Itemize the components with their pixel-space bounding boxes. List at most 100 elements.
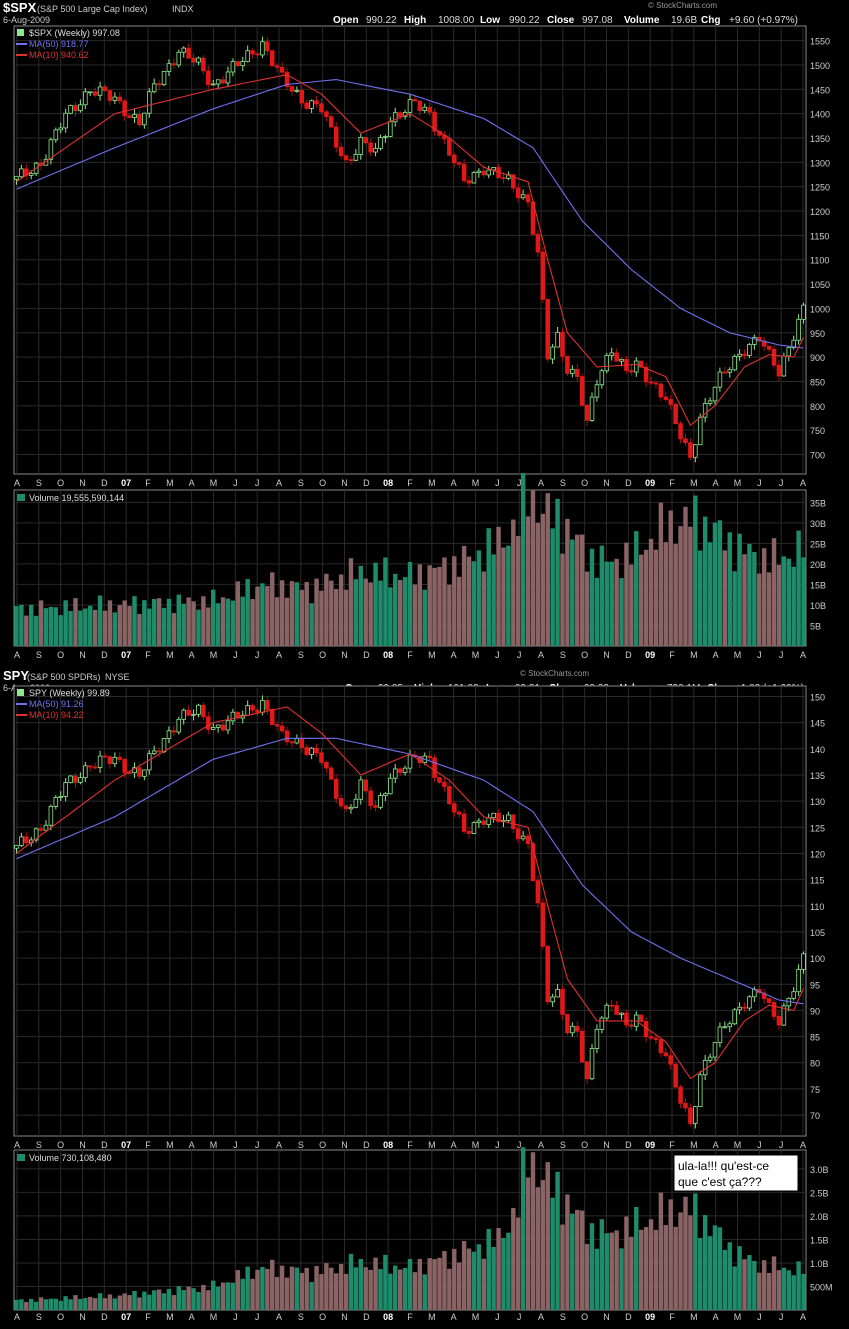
volume-bar: [343, 589, 349, 646]
month-label: O: [319, 650, 326, 660]
price-tick-label: 1500: [810, 61, 830, 71]
legend-entry: MA(50) 91.26: [29, 699, 84, 709]
price-tick-label: 120: [810, 849, 825, 859]
volume-bar: [594, 577, 600, 646]
candle-body: [791, 991, 796, 999]
volume-bar: [712, 522, 718, 646]
candle-body: [427, 755, 432, 759]
volume-bar: [486, 528, 491, 646]
candle-body: [309, 100, 314, 109]
candle-body: [147, 753, 152, 771]
volume-bar: [368, 582, 373, 646]
month-label: 07: [121, 1140, 131, 1150]
volume-bar: [240, 1278, 245, 1310]
candle-body: [461, 163, 467, 182]
volume-bar: [766, 1272, 772, 1310]
volume-bar: [14, 1299, 19, 1310]
symbol-label: $SPX: [3, 0, 37, 15]
volume-bar: [570, 1213, 575, 1310]
volume-bar: [270, 572, 275, 646]
month-label: M: [166, 1312, 174, 1322]
candle-body: [643, 366, 649, 383]
volume-bar: [452, 556, 457, 646]
volume-bar: [496, 1228, 501, 1310]
month-label: S: [560, 1312, 566, 1322]
month-label: F: [145, 650, 151, 660]
month-label: N: [341, 478, 348, 488]
candle-body: [87, 91, 93, 94]
candle-body: [668, 1055, 673, 1065]
month-label: J: [517, 650, 522, 660]
volume-bar: [191, 1288, 196, 1310]
candle-body: [68, 775, 73, 783]
volume-bar: [24, 1301, 29, 1310]
volume-bar: [761, 1260, 767, 1310]
candle-body: [333, 126, 339, 148]
volume-bar: [97, 595, 103, 646]
volume-bar: [481, 571, 487, 646]
candle-body: [151, 83, 157, 93]
month-label: J: [233, 1312, 238, 1322]
month-label: J: [255, 1140, 260, 1150]
candle-body: [747, 344, 752, 356]
candle-body: [653, 382, 659, 385]
month-label: M: [472, 1312, 480, 1322]
volume-bar: [338, 1264, 344, 1310]
volume-bar: [663, 542, 669, 646]
volume-bar: [520, 473, 526, 646]
volume-bar: [112, 612, 118, 646]
volume-bar: [461, 545, 467, 646]
volume-bar: [634, 1206, 639, 1310]
month-label: 08: [383, 650, 393, 660]
volume-bar: [171, 613, 177, 646]
candle-body: [112, 756, 118, 765]
exchange-label: NYSE: [105, 672, 130, 682]
month-label: M: [166, 650, 174, 660]
candle-body: [501, 177, 506, 180]
volume-bar: [511, 1207, 516, 1310]
candle-body: [97, 755, 103, 768]
volume-tick-label: 25B: [810, 539, 826, 549]
month-label: N: [603, 478, 610, 488]
month-label: O: [57, 650, 64, 660]
volume-bar: [274, 597, 280, 646]
month-label: N: [341, 1312, 348, 1322]
candle-body: [530, 843, 536, 882]
volume-bar: [304, 1267, 309, 1310]
month-label: A: [538, 478, 544, 488]
volume-bar: [801, 1274, 806, 1310]
candle-body: [319, 752, 324, 763]
volume-bar: [388, 1273, 393, 1310]
month-label: A: [538, 1312, 544, 1322]
month-label: M: [166, 478, 174, 488]
candle-body: [265, 700, 270, 710]
candle-body: [304, 102, 309, 109]
volume-bar: [471, 561, 477, 646]
volume-bar: [638, 554, 644, 646]
volume-bar: [437, 1257, 442, 1310]
month-label: A: [276, 478, 282, 488]
volume-bar: [255, 586, 260, 646]
candle-body: [43, 824, 49, 831]
candle-body: [215, 79, 221, 85]
volume-bar: [338, 574, 344, 646]
legend-entry: SPY (Weekly) 99.89: [29, 688, 110, 698]
volume-bar: [156, 598, 162, 646]
volume-bar: [24, 615, 29, 646]
candle-body: [201, 704, 206, 718]
candle-body: [388, 777, 393, 795]
candle-body: [717, 371, 723, 388]
volume-bar: [634, 531, 639, 646]
volume-bar: [550, 1197, 555, 1310]
candle-body: [181, 47, 186, 53]
volume-bar: [73, 1295, 78, 1310]
candle-body: [727, 1023, 733, 1028]
volume-tick-label: 10B: [810, 601, 826, 611]
ohlc-high-value: 1008.00: [438, 15, 475, 26]
candle-body: [274, 65, 280, 68]
month-label: A: [189, 478, 195, 488]
candle-body: [210, 727, 216, 730]
month-label: M: [166, 1140, 174, 1150]
month-label: A: [189, 1140, 195, 1150]
